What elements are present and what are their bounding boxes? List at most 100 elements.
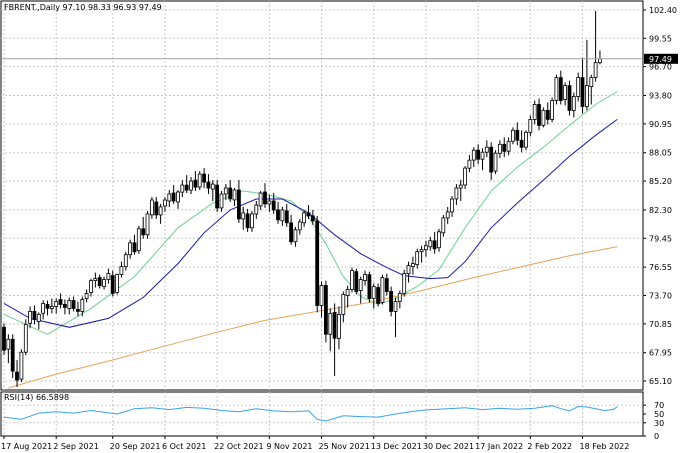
candle-body-bear	[202, 173, 207, 183]
candle	[528, 115, 533, 137]
rsi-header: RSI(14) 66.5898	[4, 393, 69, 402]
candle-body-bull	[576, 77, 581, 97]
candle	[267, 195, 272, 212]
candle-body-bull	[67, 300, 72, 309]
candles-layer	[2, 10, 602, 388]
candle	[215, 180, 220, 212]
candle	[410, 256, 415, 275]
candle-body-bear	[515, 129, 520, 141]
candle-body-bull	[428, 240, 433, 248]
price-tick-label: 93.80	[649, 92, 672, 101]
price-tick-label: 90.95	[649, 120, 672, 129]
candle-body-bull	[249, 213, 254, 229]
candle-body-bear	[558, 77, 563, 101]
candle-body-bear	[323, 285, 328, 335]
candle	[354, 268, 359, 295]
time-tick-label: 9 Nov 2021	[266, 442, 312, 451]
candle-body-bear	[193, 179, 198, 188]
candle-body-bull	[80, 299, 85, 312]
candle-body-bull	[102, 279, 106, 288]
candle	[206, 174, 211, 195]
candle-body-bear	[310, 215, 315, 222]
candle	[497, 140, 502, 159]
candle-body-bear	[289, 222, 294, 243]
candle	[484, 140, 489, 158]
candle-body-bear	[271, 200, 276, 211]
price-tick-label: 70.85	[649, 320, 672, 329]
candle-body-bull	[241, 212, 246, 220]
candle-body-bull	[145, 213, 150, 236]
candle-body-bull	[593, 62, 598, 79]
candle-body-bull	[441, 217, 446, 234]
candle	[402, 269, 407, 297]
candle-body-bear	[354, 271, 359, 292]
candle	[563, 82, 567, 106]
candle-body-bull	[437, 231, 441, 249]
candle	[454, 184, 459, 205]
candle	[102, 276, 106, 290]
candle-body-bear	[332, 311, 337, 339]
candle-body-bull	[410, 263, 415, 268]
candle	[41, 300, 45, 320]
candle	[580, 57, 585, 114]
moving-average-line-2	[3, 118, 618, 328]
candle	[541, 107, 546, 128]
candle	[141, 216, 146, 239]
candle	[367, 271, 372, 303]
time-tick-label: 18 Feb 2022	[580, 442, 630, 451]
candle-body-bull	[180, 184, 185, 193]
candle-body-bear	[228, 187, 233, 200]
candle-body-bear	[432, 240, 437, 250]
candle-body-bear	[567, 85, 572, 111]
candle-body-bear	[580, 77, 585, 107]
candle	[49, 298, 54, 314]
candle	[132, 234, 137, 255]
time-tick-label: 13 Dec 2021	[371, 442, 422, 451]
candle	[180, 180, 185, 197]
rsi-tick-label: 50	[654, 410, 664, 419]
candle-body-bull	[497, 143, 502, 154]
candle	[576, 72, 581, 102]
candle-body-bull	[397, 293, 402, 302]
candle-body-bull	[167, 193, 172, 202]
time-tick-label: 30 Dec 2021	[423, 442, 474, 451]
candle	[10, 334, 15, 379]
candle	[519, 130, 524, 153]
candle	[45, 300, 50, 316]
candle-body-bull	[210, 183, 215, 190]
candle	[76, 301, 80, 317]
candle-body-bull	[341, 294, 346, 315]
candle-body-bear	[97, 277, 102, 287]
candle-body-bull	[484, 146, 489, 153]
candle-body-bull	[128, 242, 133, 256]
candle-body-bear	[376, 287, 381, 304]
candle	[67, 297, 72, 315]
candle-body-bull	[149, 199, 154, 216]
price-tick-label: 76.55	[649, 263, 672, 272]
candle-body-bull	[258, 192, 263, 207]
time-tick-label: 6 Oct 2021	[162, 442, 206, 451]
candle-body-bull	[106, 273, 111, 281]
candle	[532, 100, 537, 125]
candle	[289, 214, 294, 245]
candle	[423, 240, 428, 257]
candle	[415, 248, 420, 269]
candle	[350, 267, 354, 293]
candle	[380, 274, 385, 305]
candle-body-bull	[197, 173, 202, 188]
candle	[550, 97, 554, 123]
candle	[558, 70, 563, 105]
candle	[119, 261, 124, 278]
candle-body-bull	[280, 209, 285, 222]
candle-body-bull	[41, 302, 45, 314]
candle-body-bear	[276, 209, 280, 221]
time-tick-label: 17 Aug 2021	[1, 442, 52, 451]
candle	[15, 360, 19, 388]
candle	[280, 206, 285, 226]
candle-body-bull	[232, 189, 237, 201]
candle-body-bear	[545, 110, 550, 120]
candle-body-bear	[58, 299, 63, 305]
candle	[598, 50, 602, 65]
candle-body-bear	[76, 308, 80, 312]
candle-body-bull	[571, 96, 576, 111]
